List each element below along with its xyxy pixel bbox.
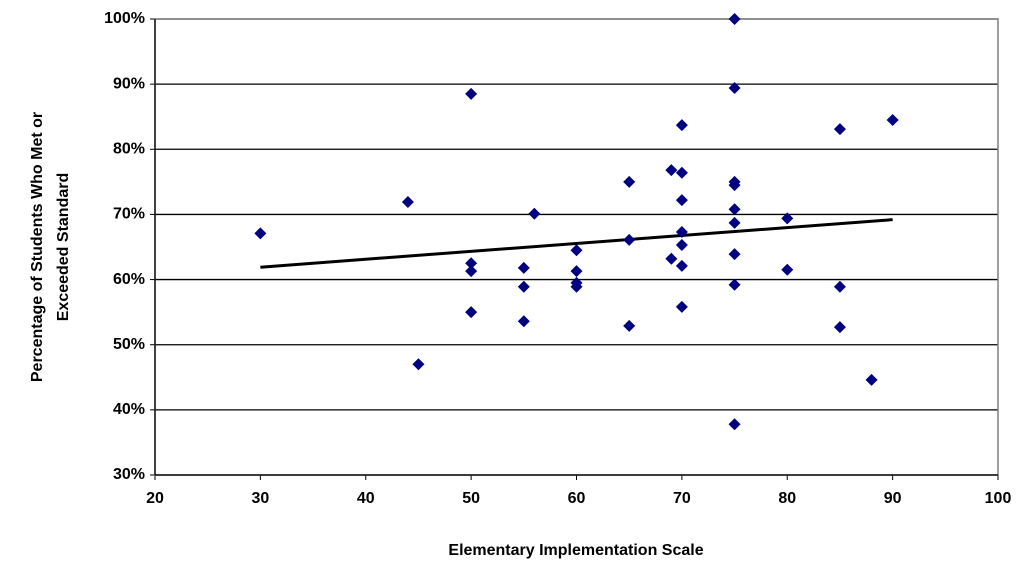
x-tick-label: 60: [568, 490, 586, 507]
point: [728, 216, 741, 229]
point: [570, 265, 583, 278]
point: [570, 244, 583, 257]
y-axis-title: Percentage of Students Who Met or: [29, 112, 46, 382]
y-tick-label: 50%: [113, 336, 145, 353]
x-tick-label: 30: [251, 490, 269, 507]
point: [623, 233, 636, 246]
x-axis-title: Elementary Implementation Scale: [448, 542, 703, 559]
x-tick-label: 70: [673, 490, 691, 507]
point: [781, 212, 794, 225]
point: [465, 265, 478, 278]
point: [528, 207, 541, 220]
point: [517, 315, 530, 328]
y-tick-label: 90%: [113, 75, 145, 92]
x-tick-label: 90: [884, 490, 902, 507]
point: [675, 259, 688, 272]
point: [675, 166, 688, 179]
point: [728, 418, 741, 431]
y-tick-label: 30%: [113, 466, 145, 483]
x-tick-label: 40: [357, 490, 375, 507]
point: [465, 87, 478, 100]
point: [412, 358, 425, 371]
point: [833, 321, 846, 334]
y-tick-label: 70%: [113, 206, 145, 223]
point: [886, 113, 899, 126]
point: [465, 257, 478, 270]
trendline: [260, 218, 893, 269]
y-tick-label: 80%: [113, 141, 145, 158]
point: [623, 175, 636, 188]
point: [728, 82, 741, 95]
point: [665, 164, 678, 177]
y-axis-title: Exceeded Standard: [55, 173, 72, 322]
y-tick-label: 60%: [113, 271, 145, 288]
point: [517, 280, 530, 293]
point: [465, 306, 478, 319]
point: [675, 239, 688, 252]
x-tick-label: 100: [985, 490, 1012, 507]
point: [865, 373, 878, 386]
point: [623, 319, 636, 332]
point: [254, 227, 267, 240]
point: [675, 226, 688, 239]
point: [570, 280, 583, 293]
point: [728, 278, 741, 291]
point: [517, 261, 530, 274]
point: [728, 179, 741, 192]
x-tick-label: 20: [146, 490, 164, 507]
point: [675, 194, 688, 207]
point: [401, 196, 414, 209]
y-tick-label: 100%: [104, 10, 145, 27]
point: [728, 203, 741, 216]
y-tick-label: 40%: [113, 401, 145, 418]
point: [665, 252, 678, 265]
x-tick-label: 50: [462, 490, 480, 507]
point: [781, 263, 794, 276]
point: [675, 300, 688, 313]
point: [833, 280, 846, 293]
point: [728, 248, 741, 261]
point: [675, 119, 688, 132]
x-tick-label: 80: [778, 490, 796, 507]
point: [833, 123, 846, 136]
point: [728, 13, 741, 25]
